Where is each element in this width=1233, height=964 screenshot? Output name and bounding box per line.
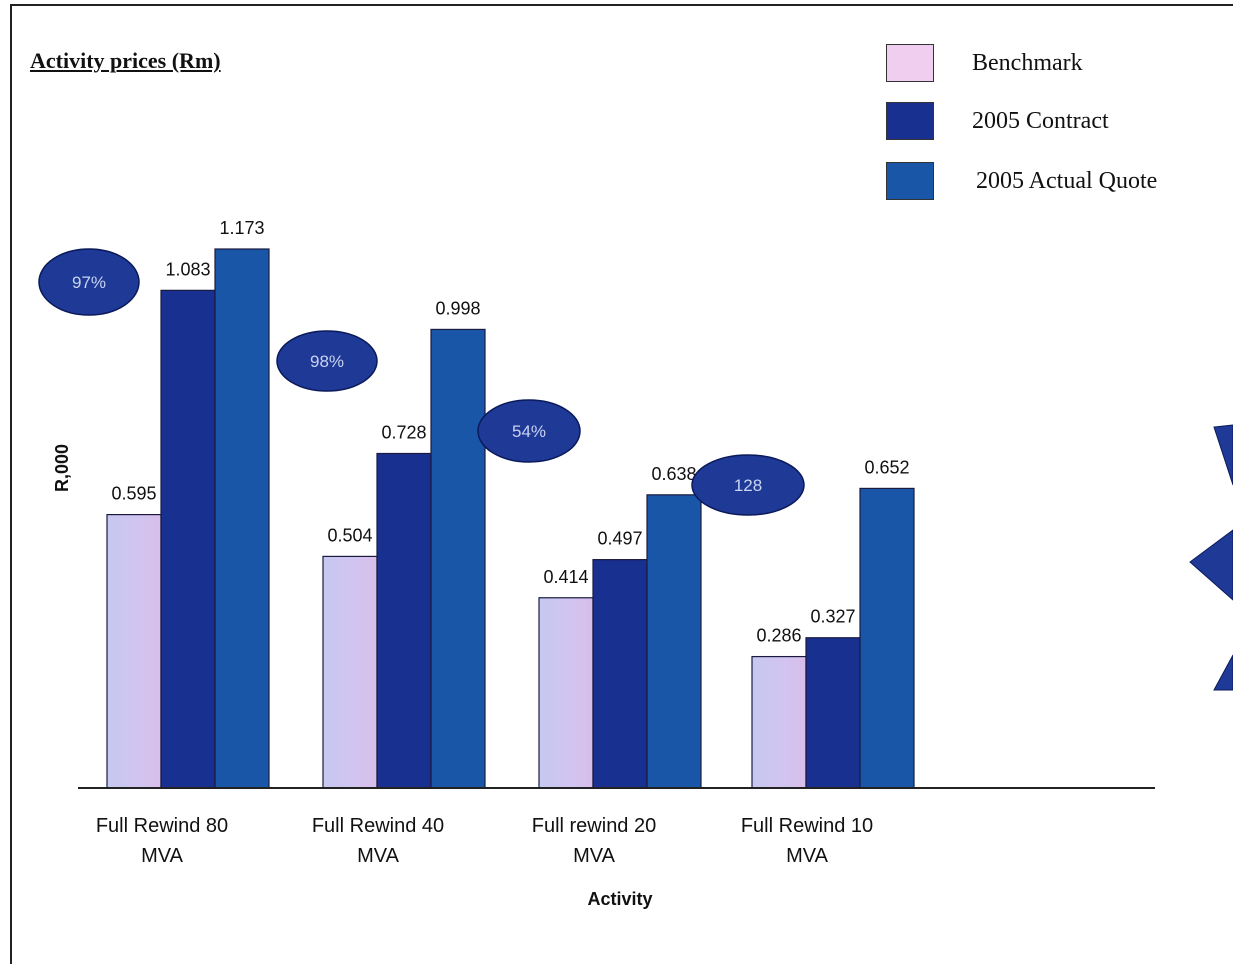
bar-2005-actual-quote-2 xyxy=(430,328,486,789)
data-label-2005-contract-3: 0.497 xyxy=(597,529,642,549)
y-axis-label: R,000 xyxy=(52,444,72,492)
annotation-bubble-2 xyxy=(276,330,378,392)
bar-benchmark-1 xyxy=(106,513,162,789)
bar-2005-contract-4 xyxy=(805,637,861,789)
data-label-2005-actual-quote-3: 0.638 xyxy=(651,464,696,484)
bar-2005-actual-quote-3 xyxy=(646,494,702,789)
data-label-2005-contract-1: 1.083 xyxy=(165,259,210,279)
data-label-benchmark-1: 0.595 xyxy=(111,484,156,504)
data-label-2005-contract-2: 0.728 xyxy=(381,422,426,442)
data-label-benchmark-2: 0.504 xyxy=(327,525,372,545)
bar-2005-contract-3 xyxy=(592,559,648,789)
data-label-benchmark-3: 0.414 xyxy=(543,567,588,587)
annotation-bubble-4 xyxy=(691,454,805,516)
data-label-2005-actual-quote-1: 1.173 xyxy=(219,218,264,238)
annotation-text-2: 98% xyxy=(310,352,344,371)
annotation-text-1: 97% xyxy=(72,273,106,292)
chart-frame xyxy=(10,4,1233,964)
x-tick-label-1: Full Rewind 80 MVA xyxy=(96,815,228,867)
x-axis-label: Activity xyxy=(587,889,652,909)
bar-benchmark-4 xyxy=(751,655,807,789)
bar-benchmark-2 xyxy=(322,555,378,789)
bar-2005-actual-quote-1 xyxy=(214,248,270,789)
bar-benchmark-3 xyxy=(538,597,594,789)
bar-2005-contract-2 xyxy=(376,452,432,789)
decorative-arrow-shapes xyxy=(1189,424,1233,691)
data-label-2005-actual-quote-4: 0.652 xyxy=(864,457,909,477)
x-tick-label-2: Full Rewind 40 MVA xyxy=(312,815,444,867)
legend-swatch-2005-actual-quote xyxy=(886,162,934,200)
legend-label-2005-contract: 2005 Contract xyxy=(972,108,1109,134)
legend-label-benchmark: Benchmark xyxy=(972,50,1083,76)
annotation-text-4: 128 xyxy=(734,476,762,495)
legend-swatch-2005-contract xyxy=(886,102,934,140)
legend-swatch-benchmark xyxy=(886,44,934,82)
x-tick-label-3: Full rewind 20 MVA xyxy=(532,815,657,867)
data-label-2005-contract-4: 0.327 xyxy=(810,607,855,627)
data-label-benchmark-4: 0.286 xyxy=(756,626,801,646)
data-label-2005-actual-quote-2: 0.998 xyxy=(435,298,480,318)
annotation-text-3: 54% xyxy=(512,422,546,441)
annotation-bubble-1 xyxy=(38,248,140,316)
chart-title: Activity prices (Rm) xyxy=(30,48,221,73)
bar-2005-actual-quote-4 xyxy=(859,487,915,789)
bar-2005-contract-1 xyxy=(160,289,216,789)
annotation-bubble-3 xyxy=(477,399,581,463)
x-tick-label-4: Full Rewind 10 MVA xyxy=(741,815,873,867)
legend-label-2005-actual-quote: 2005 Actual Quote xyxy=(976,168,1158,194)
